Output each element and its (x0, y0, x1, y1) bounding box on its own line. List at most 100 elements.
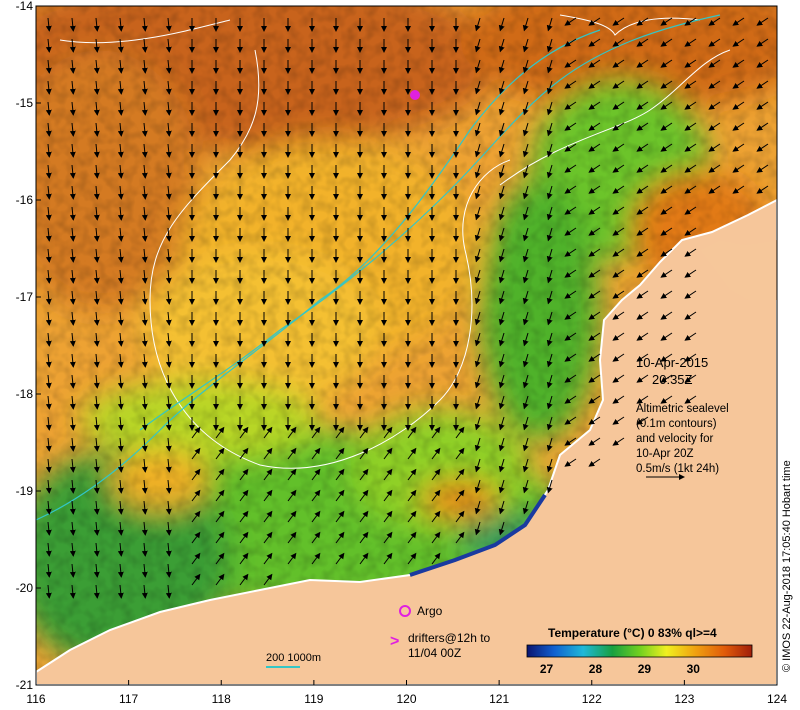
velocity-arrow (141, 563, 148, 578)
velocity-arrow (165, 395, 172, 410)
velocity-arrow (588, 416, 601, 425)
velocity-arrow (69, 248, 76, 263)
velocity-arrow (45, 290, 52, 305)
velocity-arrow (93, 458, 100, 473)
velocity-arrow (287, 552, 297, 565)
velocity-arrow (588, 206, 601, 215)
velocity-arrow (636, 227, 649, 236)
velocity-arrow (239, 552, 249, 565)
velocity-arrow (93, 248, 100, 263)
velocity-arrow (474, 374, 481, 389)
velocity-arrow (636, 248, 649, 257)
velocity-arrow (498, 17, 505, 32)
velocity-arrow (474, 38, 481, 53)
velocity-arrow (498, 164, 505, 179)
velocity-arrow (660, 101, 673, 110)
velocity-arrow (636, 269, 649, 278)
velocity-arrow (191, 531, 201, 544)
velocity-arrow (165, 143, 172, 158)
velocity-arrow (546, 185, 553, 200)
velocity-arrow (215, 489, 225, 502)
velocity-arrow (455, 447, 465, 460)
velocity-arrow (69, 584, 76, 599)
velocity-arrow (546, 353, 553, 368)
velocity-arrow (708, 38, 721, 47)
velocity-arrow (546, 332, 553, 347)
colorbar-tick-label: 30 (687, 662, 701, 676)
velocity-arrow (498, 311, 505, 326)
velocity-arrow (215, 447, 225, 460)
velocity-arrow (660, 269, 673, 278)
velocity-arrow (612, 185, 625, 194)
velocity-arrow (564, 101, 577, 110)
velocity-arrow (522, 374, 529, 389)
velocity-arrow (498, 500, 505, 515)
y-tick-label: -18 (16, 387, 34, 401)
velocity-arrow (588, 353, 601, 362)
velocity-arrow (588, 332, 601, 341)
velocity-arrow (636, 374, 649, 383)
velocity-arrow (93, 17, 100, 32)
velocity-arrow (45, 185, 52, 200)
y-tick-label: -21 (16, 678, 34, 692)
velocity-arrow (45, 395, 52, 410)
velocity-arrow (756, 122, 769, 131)
velocity-arrow (756, 143, 769, 152)
velocity-arrow (407, 447, 417, 460)
velocity-arrow (564, 17, 577, 26)
velocity-arrow (359, 468, 369, 481)
velocity-arrow (141, 17, 148, 32)
velocity-arrow (756, 164, 769, 173)
velocity-arrow (263, 510, 273, 523)
velocity-arrow (660, 80, 673, 89)
velocity-arrow (498, 416, 505, 431)
velocity-arrow (684, 164, 697, 173)
velocity-arrow (431, 426, 441, 439)
velocity-arrow (383, 552, 393, 565)
velocity-arrow (335, 531, 345, 544)
velocity-arrow (45, 80, 52, 95)
velocity-arrow (660, 185, 673, 194)
velocity-arrow (191, 468, 201, 481)
velocity-arrow (498, 521, 505, 536)
velocity-arrow (165, 269, 172, 284)
velocity-arrow (263, 489, 273, 502)
velocity-arrow (564, 353, 577, 362)
velocity-arrow (431, 531, 441, 544)
velocity-arrow (117, 227, 124, 242)
velocity-arrow (117, 164, 124, 179)
velocity-arrow (546, 122, 553, 137)
velocity-arrow (636, 17, 649, 26)
velocity-arrow (165, 122, 172, 137)
velocity-arrow (522, 353, 529, 368)
land-coast (36, 198, 777, 685)
velocity-arrow (141, 59, 148, 74)
velocity-arrow (141, 101, 148, 116)
velocity-arrow (141, 290, 148, 305)
velocity-arrow (564, 416, 577, 425)
velocity-arrow (498, 143, 505, 158)
velocity-arrow (636, 59, 649, 68)
velocity-arrow (455, 489, 465, 502)
velocity-arrow (407, 510, 417, 523)
velocity-arrow (732, 59, 745, 68)
velocity-arrow (660, 374, 673, 383)
velocity-arrow (215, 510, 225, 523)
bathymetry-legend-label: 200 1000m (266, 652, 321, 664)
velocity-arrow (546, 458, 553, 473)
velocity-arrow (69, 122, 76, 137)
x-tick-label: 118 (212, 692, 231, 706)
y-tick-label: -15 (16, 96, 34, 110)
velocity-arrow (45, 17, 52, 32)
velocity-arrow (359, 489, 369, 502)
velocity-arrow (612, 17, 625, 26)
velocity-arrow (93, 500, 100, 515)
velocity-arrow (474, 311, 481, 326)
velocity-arrow (564, 332, 577, 341)
velocity-arrow (215, 468, 225, 481)
velocity-arrow (431, 510, 441, 523)
velocity-arrow (407, 552, 417, 565)
velocity-arrow (636, 143, 649, 152)
velocity-arrow (165, 542, 172, 557)
